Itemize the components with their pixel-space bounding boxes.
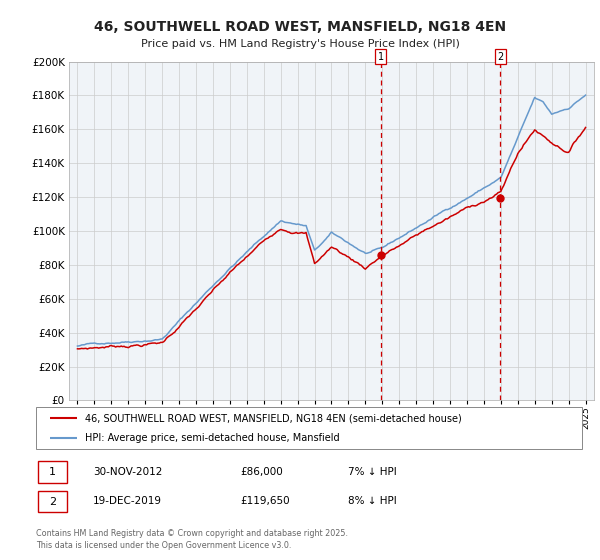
- Text: 7% ↓ HPI: 7% ↓ HPI: [348, 466, 397, 477]
- Text: 2: 2: [49, 497, 56, 507]
- Text: 1: 1: [378, 52, 384, 62]
- Text: 46, SOUTHWELL ROAD WEST, MANSFIELD, NG18 4EN: 46, SOUTHWELL ROAD WEST, MANSFIELD, NG18…: [94, 20, 506, 34]
- Text: 8% ↓ HPI: 8% ↓ HPI: [348, 496, 397, 506]
- FancyBboxPatch shape: [36, 407, 582, 449]
- Text: 30-NOV-2012: 30-NOV-2012: [93, 466, 163, 477]
- Text: Contains HM Land Registry data © Crown copyright and database right 2025.
This d: Contains HM Land Registry data © Crown c…: [36, 529, 348, 550]
- FancyBboxPatch shape: [38, 491, 67, 512]
- Text: £86,000: £86,000: [240, 466, 283, 477]
- Text: 46, SOUTHWELL ROAD WEST, MANSFIELD, NG18 4EN (semi-detached house): 46, SOUTHWELL ROAD WEST, MANSFIELD, NG18…: [85, 413, 462, 423]
- Text: Price paid vs. HM Land Registry's House Price Index (HPI): Price paid vs. HM Land Registry's House …: [140, 39, 460, 49]
- Text: £119,650: £119,650: [240, 496, 290, 506]
- FancyBboxPatch shape: [38, 461, 67, 483]
- Text: 1: 1: [49, 467, 56, 477]
- Text: 2: 2: [497, 52, 503, 62]
- Text: HPI: Average price, semi-detached house, Mansfield: HPI: Average price, semi-detached house,…: [85, 433, 340, 443]
- Text: 19-DEC-2019: 19-DEC-2019: [93, 496, 162, 506]
